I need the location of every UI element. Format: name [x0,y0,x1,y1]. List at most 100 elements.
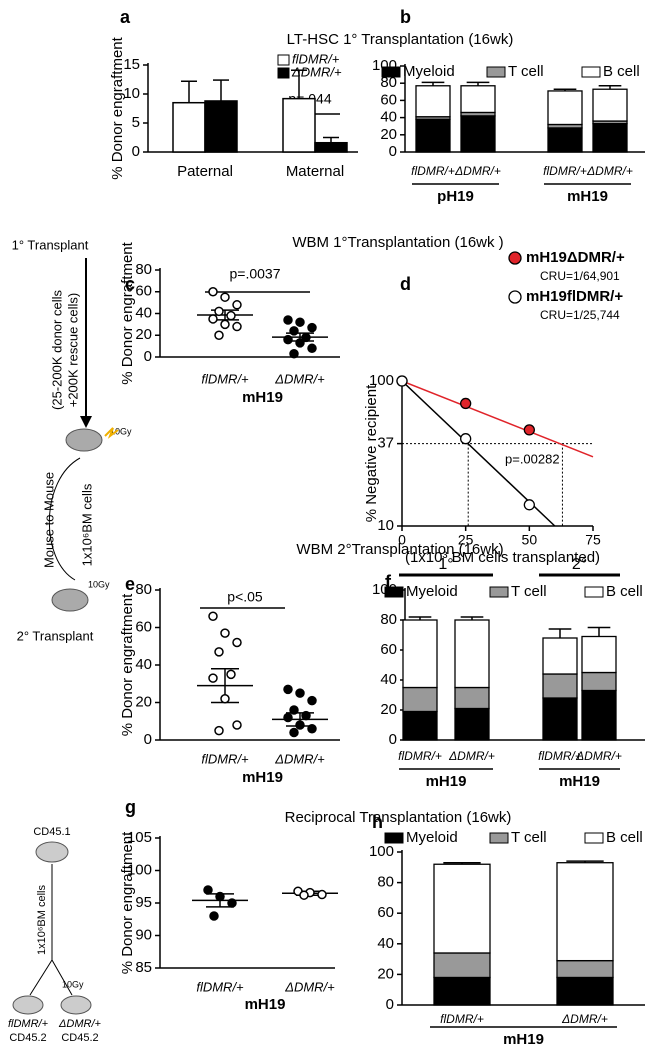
legend-swatch [277,54,290,66]
y-tick-label: 40 [135,656,152,673]
y-tick-label: 80 [377,874,394,891]
schematic-text: (25-200K donor cells [49,290,64,410]
bar [314,141,348,153]
bar-segment [402,710,438,741]
bar-segment [592,88,628,122]
data-point [220,628,230,638]
y-tick-label: 80 [380,611,397,628]
arrow [48,457,81,581]
data-point [232,637,242,648]
y-axis-label: % Donor engraftment [119,241,136,384]
data-point [299,890,309,900]
panel-label: b [400,7,411,27]
legend-swatch [381,66,401,78]
data-point [301,710,311,721]
legend-label: T cell [511,583,547,600]
data-point [227,898,237,908]
data-point [396,375,408,387]
data-point [307,343,317,354]
y-tick-label: 40 [377,935,394,952]
y-tick-label: 80 [135,261,152,278]
panel-title: Reciprocal Transplantation (16wk) [285,809,512,826]
data-point [523,424,535,436]
annotation: p=.0037 [230,266,281,282]
cru-label: CRU=1/64,901 [540,269,620,283]
legend-swatch [486,66,506,78]
group-label: pH19 [437,188,474,205]
x-tick-label: 0 [398,532,406,548]
panel-title: LT-HSC 1° Transplantation (16wk) [287,31,514,48]
group-label: 1° [438,556,453,573]
legend-swatch [489,832,509,844]
data-point [232,321,242,332]
y-axis-label: % Donor engraftment [119,593,136,736]
legend-label: Myeloid [403,63,455,80]
legend-swatch [581,66,601,78]
x-tick-label: 50 [522,532,538,548]
group-label: 2° [572,556,587,573]
x-tick-label: ΔDMR/+ [274,751,325,766]
y-tick-label: 20 [380,701,397,718]
y-tick-label: 40 [380,671,397,688]
y-tick-label: 10 [377,517,394,534]
panel-label: f [385,572,392,592]
x-axis-label: (1x10³ BM cells transplanted) [405,549,600,566]
mouse [60,995,92,1015]
data-point [226,669,236,680]
legend-label: T cell [508,63,544,80]
legend-label: ΔDMR/+ [291,64,342,79]
y-tick-label: 95 [135,894,152,911]
mouse [51,588,89,612]
legend-label: B cell [606,583,643,600]
data-point [214,306,224,317]
x-tick-label: 25 [458,532,474,548]
data-point [208,314,218,324]
panel-label: a [120,7,131,27]
data-point [295,720,305,730]
bar-segment [556,976,614,1006]
y-tick-label: 60 [377,904,394,921]
panel-label: h [372,812,383,832]
data-point [208,611,218,621]
y-tick-label: 15 [123,56,140,73]
legend-swatch [384,586,404,598]
legend-label: B cell [606,829,643,846]
legend-label: Myeloid [406,583,458,600]
legend-label: mH19flDMR/+ [526,288,623,305]
y-tick-label: 100 [369,372,394,389]
annotation: p<.05 [227,589,263,605]
y-tick-label: 60 [380,91,397,108]
bar-segment [556,862,614,962]
group-label: mH19 [426,773,467,790]
arrow [29,959,53,996]
arrow-head [80,416,92,428]
bar-segment [460,85,496,114]
x-tick-label: flDMR/+ [440,1012,484,1026]
bar-segment [402,686,438,713]
bar-segment [581,635,617,674]
y-tick-label: 20 [135,326,152,343]
schematic-text: 1x10⁶BM cells [36,885,48,955]
legend-label: B cell [603,63,640,80]
x-tick-label: ΔDMR/+ [274,371,325,386]
legend-swatch [584,832,604,844]
schematic-text: 1x10⁶BM cells [79,483,94,566]
y-tick-label: 0 [132,143,140,160]
data-point [295,338,305,348]
bar-segment [454,707,490,741]
data-point [215,891,225,902]
legend-swatch [489,586,509,598]
y-tick-label: 90 [135,926,152,943]
bar-segment [433,976,491,1006]
panel-label: e [125,574,135,594]
cru-label: CRU=1/25,744 [540,308,620,322]
data-point [283,684,293,695]
panel-label: c [125,274,135,294]
data-point [232,720,242,730]
schematic-text: 10Gy [62,979,84,989]
y-axis-label: % Donor engraftment [109,36,126,179]
y-tick-label: 60 [135,618,152,635]
data-point [208,287,218,297]
panel-label: d [400,274,411,294]
